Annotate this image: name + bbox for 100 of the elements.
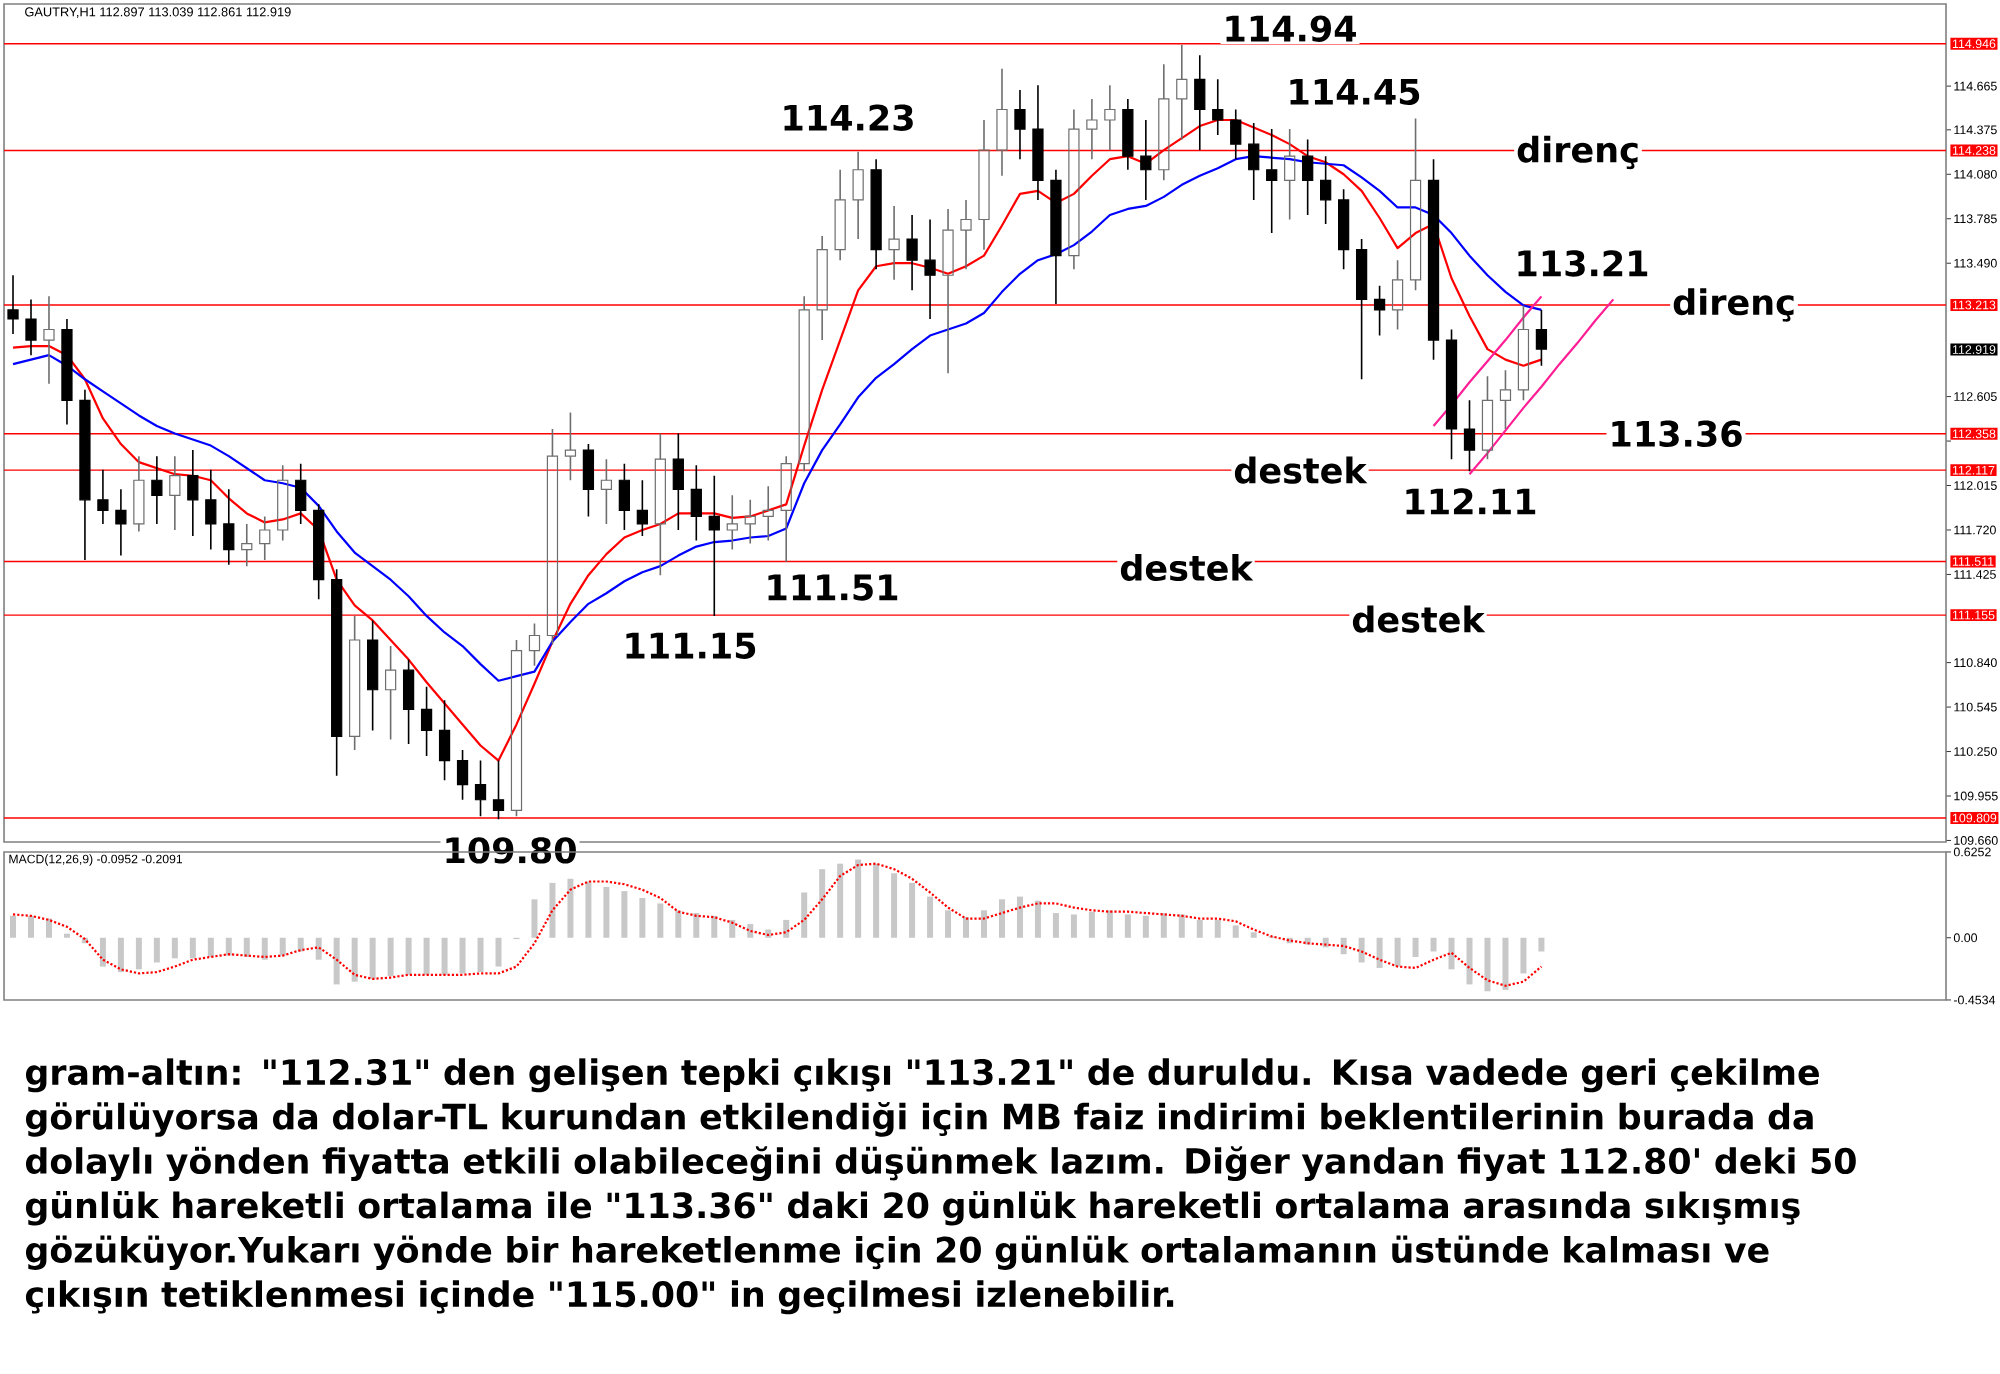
bar xyxy=(675,910,682,938)
bar xyxy=(998,899,1005,938)
candlestick xyxy=(1499,369,1512,430)
candlestick xyxy=(1176,43,1188,141)
candlestick xyxy=(906,214,918,292)
bar xyxy=(1430,937,1437,952)
candlestick xyxy=(600,458,613,525)
bar xyxy=(495,937,502,967)
bar xyxy=(1016,896,1023,938)
candlestick xyxy=(223,488,235,566)
bar xyxy=(1448,937,1455,970)
candlestick xyxy=(1463,399,1476,472)
bar xyxy=(405,937,412,975)
bar xyxy=(801,892,808,938)
annotation: destek xyxy=(1120,553,1254,582)
bar xyxy=(1034,900,1041,938)
candlestick xyxy=(672,432,684,531)
candlestick xyxy=(151,455,163,525)
bar xyxy=(441,937,448,975)
bar xyxy=(1376,937,1383,968)
bar xyxy=(333,937,340,985)
annotation: 114.45 xyxy=(1290,78,1420,105)
candlestick xyxy=(169,455,181,531)
bar xyxy=(99,937,106,967)
candlestick xyxy=(1014,89,1026,161)
bar xyxy=(27,915,34,938)
candlestick xyxy=(870,158,882,271)
candlestick xyxy=(25,298,37,356)
bar xyxy=(189,937,196,959)
candlestick xyxy=(1481,375,1494,460)
candlestick xyxy=(349,615,361,751)
candlestick xyxy=(1140,119,1152,201)
bar xyxy=(1160,913,1167,938)
bar xyxy=(1142,915,1149,938)
candlestick xyxy=(1194,54,1206,151)
candlestick xyxy=(1302,138,1314,216)
candlestick xyxy=(367,619,379,732)
bar xyxy=(1502,937,1509,990)
candlestick xyxy=(546,428,559,646)
bar xyxy=(279,937,286,956)
candlestick xyxy=(133,455,145,533)
bar xyxy=(1214,919,1221,938)
bar xyxy=(855,859,862,938)
candlestick xyxy=(942,208,954,375)
bar xyxy=(477,937,484,973)
bar xyxy=(1124,914,1131,938)
bar xyxy=(621,891,628,938)
bar xyxy=(369,937,376,979)
candlestick xyxy=(1104,84,1116,151)
candlestick xyxy=(1445,328,1458,460)
bar xyxy=(1484,937,1491,992)
annotation: direnç xyxy=(1517,135,1638,170)
bar xyxy=(549,882,556,938)
candlestick xyxy=(43,295,55,385)
candlestick xyxy=(978,119,990,251)
candlestick xyxy=(438,699,451,781)
bar xyxy=(207,937,214,957)
candlestick xyxy=(402,658,415,745)
candlestick xyxy=(1032,84,1044,201)
candlestick xyxy=(1320,155,1332,225)
candlestick xyxy=(474,759,487,818)
candlestick xyxy=(384,645,397,741)
candlestick xyxy=(924,218,936,320)
bar xyxy=(117,937,124,973)
candlestick xyxy=(564,411,577,482)
candlestick xyxy=(259,515,271,561)
bar xyxy=(639,897,646,938)
bar xyxy=(135,937,142,970)
bar xyxy=(10,915,17,938)
candlestick xyxy=(762,485,774,542)
annotation: 111.15 xyxy=(626,632,756,659)
bar xyxy=(153,937,160,963)
candlestick xyxy=(1517,304,1530,402)
bar xyxy=(1250,932,1257,938)
bar xyxy=(1088,911,1095,938)
candlestick xyxy=(61,318,73,426)
bar xyxy=(603,886,610,938)
bar xyxy=(1412,937,1419,957)
candlestick xyxy=(1230,108,1242,161)
candlestick xyxy=(690,464,702,542)
annotation: 111.51 xyxy=(768,574,898,601)
candlestick xyxy=(115,488,127,557)
bar xyxy=(1466,937,1473,985)
candlestick xyxy=(492,759,505,821)
candlestick xyxy=(636,479,648,537)
bar xyxy=(459,937,466,974)
candlestick xyxy=(7,274,19,335)
bar xyxy=(837,863,844,938)
candlestick xyxy=(295,462,307,525)
bar xyxy=(1232,925,1239,938)
bar xyxy=(963,917,970,938)
annotation: destek xyxy=(1234,456,1368,484)
candlestick xyxy=(744,499,756,545)
line-series xyxy=(1432,295,1543,428)
bar xyxy=(351,937,358,982)
bar xyxy=(819,869,826,938)
candlestick xyxy=(708,474,720,617)
candlestick xyxy=(1391,259,1404,331)
candlestick xyxy=(996,67,1008,177)
bar xyxy=(765,929,772,938)
